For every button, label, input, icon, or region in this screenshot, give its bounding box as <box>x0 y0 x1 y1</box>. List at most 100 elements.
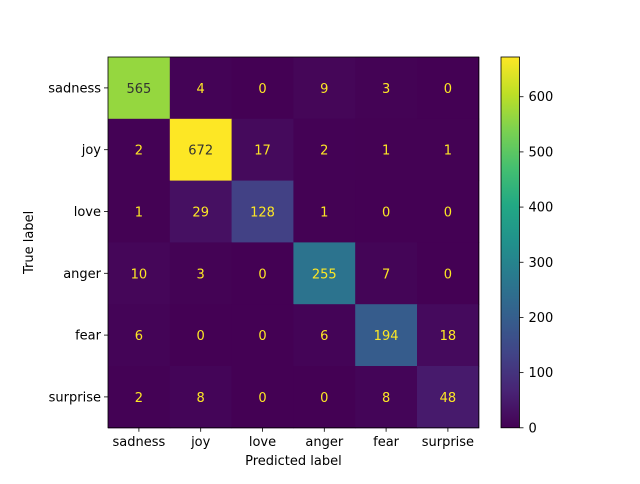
cell-value-label: 6 <box>320 329 328 344</box>
heatmap-cell <box>169 242 233 305</box>
cell-value-label: 7 <box>382 267 390 282</box>
y-tick-label: anger <box>63 267 101 282</box>
heatmap-cell <box>169 57 233 120</box>
heatmap-cell <box>293 242 356 305</box>
heatmap-cell <box>355 242 418 305</box>
x-tick-label: anger <box>305 435 343 450</box>
x-tick-label: love <box>249 435 276 450</box>
y-tick-label: love <box>74 205 101 220</box>
cell-value-label: 0 <box>258 391 266 406</box>
cell-value-label: 8 <box>382 391 390 406</box>
heatmap-cell <box>108 180 171 243</box>
heatmap-cell <box>231 180 294 243</box>
colorbar-tick-label: 500 <box>529 145 554 160</box>
cell-value-label: 2 <box>135 391 143 406</box>
cell-value-label: 194 <box>374 329 399 344</box>
heatmap-cell <box>169 366 233 429</box>
cell-value-label: 0 <box>197 329 205 344</box>
cell-value-label: 17 <box>254 144 271 159</box>
cell-value-label: 0 <box>444 267 452 282</box>
heatmap-cell <box>231 366 294 429</box>
cell-value-label: 29 <box>192 206 209 221</box>
heatmap-cell <box>417 57 480 120</box>
cell-value-label: 0 <box>258 267 266 282</box>
heatmap-cell <box>293 366 356 429</box>
cell-value-label: 0 <box>258 329 266 344</box>
cell-value-label: 128 <box>250 206 275 221</box>
cell-value-label: 0 <box>258 82 266 97</box>
heatmap-cell <box>108 242 171 305</box>
y-axis-ticks: sadness joy love anger fear surprise <box>48 81 108 405</box>
heatmap-cell <box>231 242 294 305</box>
heatmap-cell <box>417 242 480 305</box>
cell-value-label: 1 <box>320 206 328 221</box>
cell-value-label: 0 <box>444 206 452 221</box>
colorbar-tick-label: 600 <box>529 90 554 105</box>
heatmap-cell <box>293 57 356 120</box>
plot-frame <box>107 56 480 429</box>
heatmap-cell <box>355 366 418 429</box>
heatmap-cell <box>417 366 480 429</box>
heatmap-cell <box>231 304 294 367</box>
cell-value-label: 0 <box>382 206 390 221</box>
y-axis-label: True label <box>22 211 37 275</box>
x-tick-label: sadness <box>113 435 166 450</box>
cell-value-label: 48 <box>440 391 457 406</box>
heatmap-cell <box>231 57 294 120</box>
heatmap-cell <box>417 118 480 182</box>
cell-value-label: 2 <box>320 144 328 159</box>
heatmap-cell <box>355 57 418 120</box>
x-tick-label: joy <box>190 435 211 450</box>
cell-value-label: 18 <box>440 329 457 344</box>
colorbar <box>500 56 520 429</box>
cell-value-label: 9 <box>320 82 328 97</box>
cell-value-label: 672 <box>188 144 213 159</box>
cell-value-label: 565 <box>126 82 151 97</box>
heatmap-cell <box>231 118 294 182</box>
heatmap-cell <box>417 304 480 367</box>
y-tick-label: joy <box>81 143 102 158</box>
cell-value-label: 255 <box>312 267 337 282</box>
heatmap-cell <box>293 118 356 182</box>
colorbar-tick-label: 0 <box>529 421 537 436</box>
heatmap-cell <box>355 180 418 243</box>
y-tick-label: fear <box>75 329 102 344</box>
heatmap-cell <box>293 304 356 367</box>
cell-value-label: 1 <box>444 144 452 159</box>
cell-value-label: 1 <box>135 206 143 221</box>
cell-value-label: 2 <box>135 144 143 159</box>
x-tick-label: surprise <box>422 435 474 450</box>
y-tick-label: sadness <box>48 81 101 96</box>
heatmap-cell <box>355 118 418 182</box>
y-tick-label: surprise <box>49 390 101 405</box>
heatmap-cell <box>169 118 233 182</box>
colorbar-tick-label: 100 <box>529 366 554 381</box>
x-axis-ticks: sadness joy love anger fear surprise <box>113 427 474 450</box>
heatmap-cell <box>108 118 171 182</box>
heatmap-cell <box>417 180 480 243</box>
cell-value-label: 1 <box>382 144 390 159</box>
cell-value-label: 0 <box>444 82 452 97</box>
heatmap-cell <box>108 57 171 120</box>
x-axis-label: Predicted label <box>245 454 342 469</box>
cell-value-label: 10 <box>131 267 148 282</box>
cell-value-labels: 565 4 0 9 3 02 672 17 2 1 11 29 128 1 0 010 3 0 255 7 06 0 0 6 1… <box>126 82 456 406</box>
cell-value-label: 8 <box>197 391 205 406</box>
heatmap-cells <box>108 57 480 429</box>
colorbar-ticks: 0 100 200 300 400 500 600 <box>519 90 554 436</box>
cell-value-label: 0 <box>320 391 328 406</box>
heatmap-cell <box>108 366 171 429</box>
cell-value-label: 3 <box>197 267 205 282</box>
cell-value-label: 6 <box>135 329 143 344</box>
colorbar-tick-label: 200 <box>529 311 554 326</box>
x-tick-label: fear <box>373 435 400 450</box>
heatmap-cell <box>355 304 418 367</box>
colorbar-tick-label: 400 <box>529 201 554 216</box>
heatmap-cell <box>108 304 171 367</box>
cell-value-label: 4 <box>197 82 205 97</box>
heatmap-cell <box>169 304 233 367</box>
heatmap-cell <box>169 180 233 243</box>
heatmap-cell <box>293 180 356 243</box>
colorbar-tick-label: 300 <box>529 256 554 271</box>
